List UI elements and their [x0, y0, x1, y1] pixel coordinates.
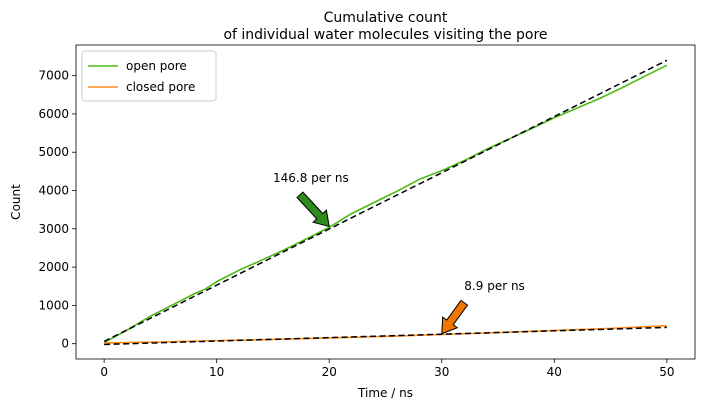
fit-line-open-pore [103, 59, 668, 343]
series-line-open-pore [103, 64, 668, 344]
x-tick-label: 40 [547, 365, 562, 379]
annotation-label-closed: 8.9 per ns [464, 279, 525, 293]
y-tick-label: 6000 [38, 107, 69, 121]
x-tick-label: 30 [434, 365, 449, 379]
y-tick-label: 4000 [38, 184, 69, 198]
legend: open pore closed pore [81, 50, 217, 102]
y-tick-label: 1000 [38, 298, 69, 312]
y-tick-label: 2000 [38, 260, 69, 274]
annotations: 146.8 per ns 8.9 per ns [273, 171, 525, 335]
chart-title-line-1: Cumulative count [324, 10, 448, 26]
y-axis-label: Count [9, 184, 23, 220]
fit-line-closed-pore [104, 326, 667, 346]
x-tick-label: 10 [209, 365, 224, 379]
legend-label-open-pore: open pore [126, 59, 187, 73]
annotation-arrow-closed [441, 299, 469, 335]
y-tick-label: 0 [61, 337, 69, 351]
annotation-label-open: 146.8 per ns [273, 171, 349, 185]
y-axis-ticks: 0 1000 2000 3000 4000 5000 6000 7000 [38, 69, 76, 351]
y-tick-label: 5000 [38, 145, 69, 159]
legend-box [81, 50, 217, 102]
x-axis-label: Time / ns [357, 386, 413, 400]
legend-label-closed-pore: closed pore [126, 80, 195, 94]
x-tick-label: 20 [322, 365, 337, 379]
x-tick-label: 50 [659, 365, 674, 379]
x-axis-ticks: 0 10 20 30 40 50 [100, 359, 675, 379]
annotation-arrow-open [296, 191, 330, 228]
plot-frame [75, 44, 696, 360]
y-tick-label: 3000 [38, 222, 69, 236]
plot-content [103, 59, 668, 346]
y-tick-label: 7000 [38, 69, 69, 83]
chart-title-line-2: of individual water molecules visiting t… [223, 27, 547, 43]
x-tick-label: 0 [100, 365, 108, 379]
